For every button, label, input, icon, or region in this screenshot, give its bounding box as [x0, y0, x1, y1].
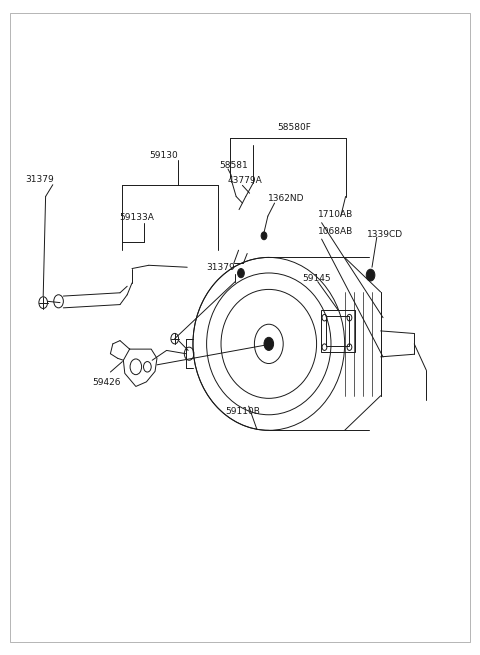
Text: 31379: 31379: [206, 263, 235, 272]
Text: 59130: 59130: [149, 151, 178, 160]
Text: 31379: 31379: [25, 175, 54, 184]
Text: 58580F: 58580F: [277, 122, 311, 132]
Text: 43779A: 43779A: [228, 176, 263, 185]
Circle shape: [366, 269, 375, 281]
Circle shape: [264, 337, 274, 350]
Text: 59133A: 59133A: [120, 213, 154, 222]
Bar: [326, 316, 349, 346]
Circle shape: [261, 232, 267, 240]
Text: 1339CD: 1339CD: [367, 230, 403, 239]
Text: 59145: 59145: [302, 274, 331, 283]
Text: 58581: 58581: [219, 160, 248, 170]
Text: 1362ND: 1362ND: [268, 194, 304, 203]
Circle shape: [238, 269, 244, 278]
Text: 1068AB: 1068AB: [318, 227, 353, 236]
Text: 1710AB: 1710AB: [318, 210, 353, 219]
Text: 59426: 59426: [92, 378, 121, 387]
Text: 59110B: 59110B: [225, 407, 260, 416]
Bar: [321, 310, 355, 352]
